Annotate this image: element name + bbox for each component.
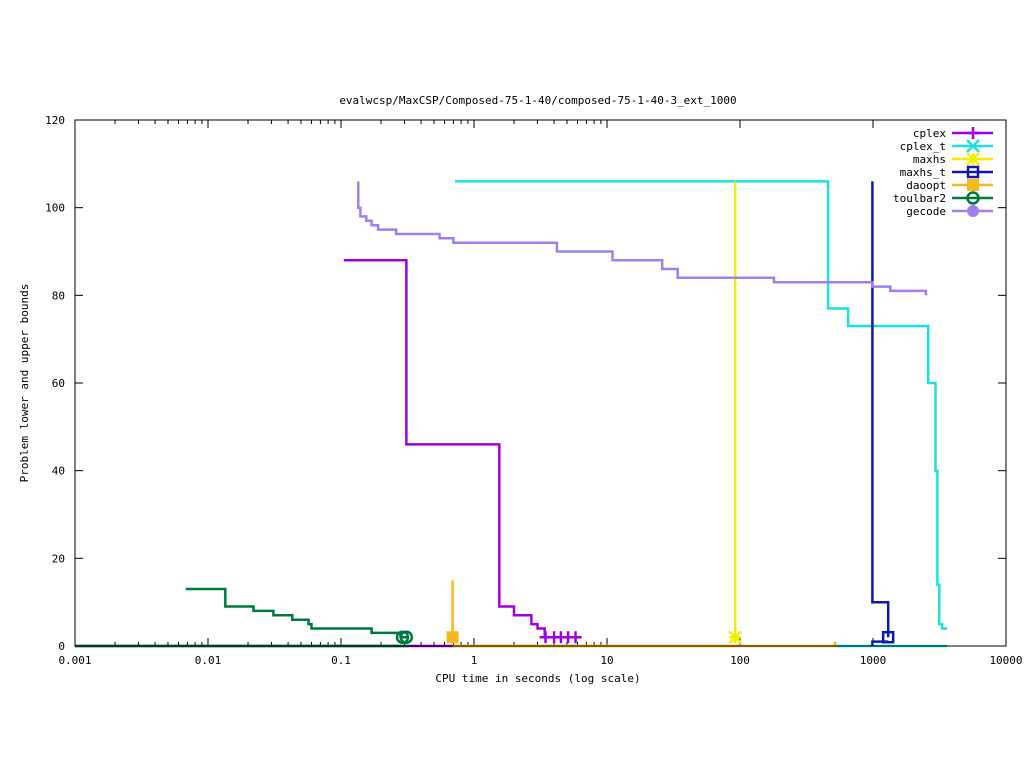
legend: cplexcplex_tmaxhsmaxhs_tdaoopttoulbar2ge… (893, 127, 993, 218)
data-point-cplex (569, 631, 582, 644)
legend-marker-gecode (967, 205, 979, 217)
upper-bound-line-maxhs_t (871, 181, 890, 638)
series-maxhs_t (871, 181, 895, 646)
x-tick-label: 0.1 (331, 654, 351, 667)
legend-label-toulbar2: toulbar2 (893, 192, 946, 205)
upper-bound-line-cplex (343, 259, 577, 639)
series-daoopt (446, 580, 837, 648)
x-tick-label: 10 (600, 654, 613, 667)
legend-marker-cplex (967, 127, 979, 139)
legend-marker-maxhs_t (966, 165, 980, 179)
upper-bound-line-gecode (357, 181, 928, 296)
y-tick-label: 40 (52, 465, 65, 478)
x-axis-label: CPU time in seconds (log scale) (435, 672, 640, 685)
chart-title: evalwcsp/MaxCSP/Composed-75-1-40/compose… (339, 94, 736, 107)
legend-marker-daoopt (967, 179, 979, 191)
data-point-toulbar2 (399, 630, 414, 644)
x-tick-label: 0.001 (58, 654, 91, 667)
y-tick-label: 100 (45, 202, 65, 215)
legend-label-gecode: gecode (906, 205, 946, 218)
data-point-maxhs (728, 630, 743, 645)
axis-ticks: 0.001 0.01 0.1 1 10 100 1000 10000 0 20 40 60 80 100 1… (45, 114, 1022, 667)
series-cplex (75, 259, 582, 648)
legend-marker-cplex_t (966, 139, 980, 153)
y-tick-label: 60 (52, 377, 65, 390)
legend-marker-maxhs (966, 152, 980, 166)
data-point-daoopt (446, 631, 459, 644)
upper-bound-line-cplex_t (455, 180, 947, 630)
x-tick-label: 10000 (989, 654, 1022, 667)
y-tick-label: 80 (52, 289, 65, 302)
legend-label-maxhs: maxhs (913, 153, 946, 166)
legend-label-maxhs_t: maxhs_t (900, 166, 946, 179)
legend-label-daoopt: daoopt (906, 179, 946, 192)
x-tick-label: 1 (471, 654, 478, 667)
x-tick-label: 100 (730, 654, 750, 667)
legend-label-cplex_t: cplex_t (900, 140, 946, 153)
lower-bound-line-daoopt (452, 641, 837, 648)
series-toulbar2 (75, 587, 414, 648)
upper-bound-line-toulbar2 (185, 587, 409, 639)
y-axis-label: Problem lower and upper bounds (18, 284, 31, 483)
x-tick-label: 1000 (860, 654, 887, 667)
x-tick-label: 0.01 (195, 654, 222, 667)
y-tick-label: 20 (52, 552, 65, 565)
series-gecode (357, 181, 928, 296)
plot-area (75, 180, 947, 648)
data-point-maxhs_t (881, 630, 895, 644)
legend-label-cplex: cplex (913, 127, 946, 140)
plot-border (74, 119, 1007, 647)
y-tick-label: 120 (45, 114, 65, 127)
legend-marker-toulbar2 (966, 191, 980, 205)
y-tick-label: 0 (58, 640, 65, 653)
